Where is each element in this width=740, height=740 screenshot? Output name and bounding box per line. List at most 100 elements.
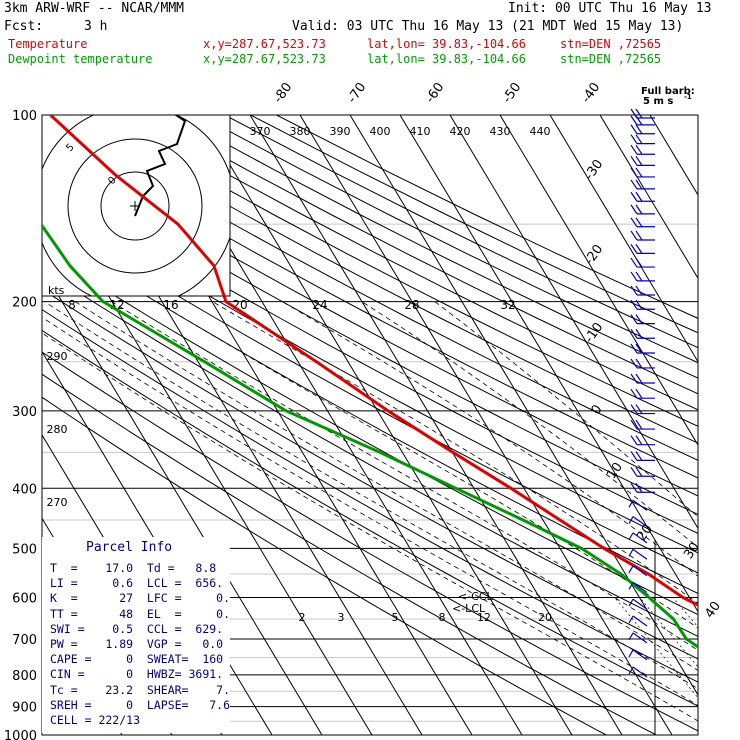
barb-flag xyxy=(635,328,643,339)
barb-flag xyxy=(630,419,638,430)
theta-label: 440 xyxy=(530,125,551,138)
barb-flag xyxy=(635,358,643,369)
barb-flag xyxy=(628,666,634,675)
barb-flag xyxy=(635,230,643,241)
dry-adiabat xyxy=(69,115,698,444)
barb-flag xyxy=(635,466,643,477)
barb-flag xyxy=(635,314,643,324)
barb-staff xyxy=(632,516,648,528)
wind-barb xyxy=(630,156,655,166)
barb-flag xyxy=(635,373,643,384)
wind-barb xyxy=(630,435,655,446)
wind-barb xyxy=(630,167,655,178)
wind-barb xyxy=(628,649,648,661)
dry-adiabat xyxy=(42,161,698,515)
barb-flag xyxy=(635,419,643,430)
isotherm-label: -60 xyxy=(423,80,447,106)
dry-adiabat xyxy=(198,115,698,364)
wind-barb xyxy=(628,548,648,560)
barb-flag xyxy=(630,435,638,446)
barb-flag xyxy=(635,435,643,446)
wind-barb xyxy=(630,466,655,477)
barb-flag xyxy=(635,271,643,282)
barb-flag xyxy=(635,115,643,126)
mixing-ratio-label: 20 xyxy=(538,611,552,624)
pressure-tick-label: 1000 xyxy=(4,729,37,740)
pressure-tick-label: 600 xyxy=(12,591,37,606)
wind-barb xyxy=(628,565,648,577)
barb-flag xyxy=(630,179,638,190)
pressure-tick-label: 500 xyxy=(12,542,37,557)
parcel-info-row: SWI = 0.5 CCL = 629. xyxy=(50,621,224,636)
mixing-ratio-line xyxy=(734,598,740,736)
isotherm-label: 40 xyxy=(702,599,724,621)
model-title: 3km ARW-WRF -- NCAR/MMM xyxy=(4,1,185,16)
barb-flag xyxy=(630,230,638,241)
barb-flag xyxy=(630,134,638,144)
isotherm-line xyxy=(499,115,698,446)
barb-flag xyxy=(635,451,643,461)
wind-barb xyxy=(628,632,648,644)
isotherm-line xyxy=(249,115,623,735)
barb-flag xyxy=(630,482,638,493)
isotherm-label: -80 xyxy=(271,80,295,106)
barb-staff xyxy=(632,532,648,544)
parcel-info-box: Parcel Info T = 17.0 Td = 8.8 LI = 0.6 LC… xyxy=(42,537,230,733)
barb-flag xyxy=(628,582,634,590)
theta-side-label: 290 xyxy=(47,350,68,363)
parcel-info-title: Parcel Info xyxy=(86,540,173,555)
barb-flag xyxy=(630,156,638,166)
wind-barb xyxy=(630,285,655,296)
hodograph-tick-label: 16 xyxy=(163,298,178,312)
dew-legend-xy: x,y=287.67,523.73 xyxy=(203,52,326,66)
parcel-info-row: CAPE = 0 SWEAT= 160 xyxy=(50,652,224,667)
isotherm-label: -40 xyxy=(579,80,603,106)
pressure-tick-label: 900 xyxy=(12,701,37,716)
barb-flag xyxy=(635,204,643,215)
barb-staff xyxy=(632,649,648,661)
barb-flag xyxy=(635,167,643,178)
hodograph-tick-label: 24 xyxy=(312,298,327,312)
theta-label: 410 xyxy=(410,125,431,138)
wind-barb xyxy=(630,257,655,268)
barb-flag xyxy=(628,516,634,524)
dew-legend-label: Dewpoint temperature xyxy=(8,52,153,66)
wind-barb xyxy=(628,499,648,511)
barb-flag xyxy=(630,299,638,310)
barb-flag xyxy=(635,124,643,135)
barb-staff xyxy=(632,598,648,610)
hodograph-tick-label: 28 xyxy=(404,298,419,312)
dewpoint-line xyxy=(42,223,698,649)
isotherm-line xyxy=(399,115,698,613)
theta-label: 390 xyxy=(330,125,351,138)
wind-barb xyxy=(630,124,655,135)
dry-adiabat xyxy=(42,195,698,554)
parcel-info-row: K = 27 LFC = 0. xyxy=(50,591,231,606)
barb-staff xyxy=(632,581,648,593)
wind-barb xyxy=(628,615,648,627)
barb-flag xyxy=(630,358,638,369)
ccl-label: <-CCL xyxy=(458,590,494,603)
isotherm-line xyxy=(700,115,740,735)
parcel-info-row: Tc = 23.2 SHEAR= 7. xyxy=(50,682,231,697)
barb-flag xyxy=(635,217,643,228)
mixing-ratio-label: 5 xyxy=(392,611,399,624)
wind-barb xyxy=(630,244,655,254)
dry-adiabat xyxy=(42,144,698,497)
theta-label: 380 xyxy=(290,125,311,138)
barb-flag xyxy=(635,388,643,399)
wind-barb xyxy=(630,388,655,399)
mixing-ratio-label: 8 xyxy=(439,611,446,624)
parcel-info-row: TT = 48 EL = 0. xyxy=(50,606,231,621)
wind-barb xyxy=(630,230,655,241)
pressure-tick-label: 300 xyxy=(12,405,37,420)
barb-flag xyxy=(630,257,638,268)
dew-legend-latlon: lat,lon= 39.83,-104.66 xyxy=(367,52,526,66)
wind-barb xyxy=(628,581,648,593)
theta-label: 370 xyxy=(250,125,271,138)
barb-flag xyxy=(630,115,638,126)
barb-flag xyxy=(630,271,638,282)
hodograph-ring xyxy=(100,171,170,241)
isotherm-line xyxy=(42,267,323,735)
